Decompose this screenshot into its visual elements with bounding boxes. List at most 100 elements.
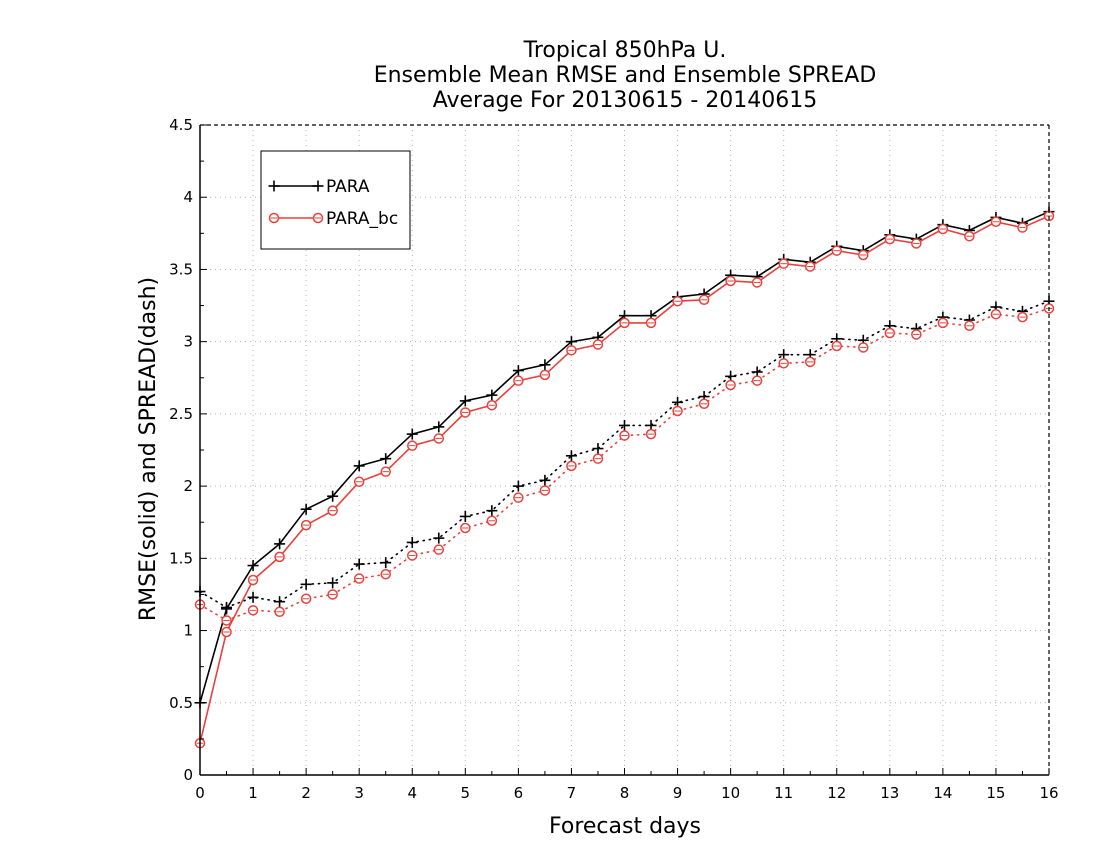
axis-ticks: 0 1 2 3 4 5 6 7 8 9 10 11 12 13 14 15 1600.511.522.533.5… xyxy=(169,116,1058,802)
x-tick-label: 2 xyxy=(301,784,311,802)
series-para-bc-spread-point xyxy=(725,379,736,391)
series-para-spread-point xyxy=(221,601,233,613)
legend-marker-para-bc xyxy=(268,212,280,224)
series-para-bc-rmse-point xyxy=(619,317,630,329)
series-para-bc-spread-point xyxy=(353,573,365,584)
series-para-bc-rmse-point xyxy=(990,216,1002,228)
series-para-spread-point xyxy=(539,474,551,486)
series-para-bc-spread-point xyxy=(407,550,418,561)
legend-marker-para xyxy=(312,180,324,192)
series-para-bc-spread-point xyxy=(433,544,445,555)
series-para-rmse-point xyxy=(406,428,418,440)
y-tick-label: 0 xyxy=(183,766,193,784)
series-para-spread-point xyxy=(353,558,365,570)
series-para-bc-rmse-point xyxy=(645,317,657,329)
series-para-bc-spread-point xyxy=(539,485,551,496)
y-tick-label: 4.5 xyxy=(169,116,193,134)
series-para-rmse-point xyxy=(300,503,312,515)
series-para-bc-spread-point xyxy=(486,515,498,527)
y-tick-label: 2.5 xyxy=(169,405,193,423)
series-para-rmse-point xyxy=(539,359,551,371)
series-para-spread-point xyxy=(406,536,418,548)
series-para-bc-rmse-point xyxy=(672,295,683,307)
x-axis-label: Forecast days xyxy=(549,814,701,839)
series-para-bc-rmse-point xyxy=(300,519,312,531)
series-para-bc-rmse-point xyxy=(380,466,391,477)
series-para-bc-rmse-point xyxy=(725,275,736,287)
series-para-bc-spread-point xyxy=(804,356,816,368)
series-para-bc-spread-point xyxy=(990,308,1002,320)
x-tick-label: 11 xyxy=(774,784,793,802)
series-para-bc-spread-point xyxy=(274,606,285,618)
series-para-bc-rmse-point xyxy=(804,261,816,272)
series-para-bc-spread-point xyxy=(698,398,710,410)
series-para-bc-spread-point xyxy=(831,340,842,352)
series-para-bc-rmse-point xyxy=(884,233,896,245)
series-para-rmse-point xyxy=(327,490,339,502)
series-para-spread-line xyxy=(199,300,1050,609)
x-tick-label: 1 xyxy=(248,784,258,802)
y-tick-label: 1 xyxy=(183,622,193,640)
series-para-bc-rmse-point xyxy=(247,574,259,586)
series-para-bc-rmse-point xyxy=(353,476,365,488)
series-para-bc-spread-point xyxy=(619,430,630,441)
legend-box xyxy=(260,150,411,250)
series-para-bc-spread-point xyxy=(513,492,524,503)
series-para-bc-spread-point xyxy=(247,605,259,616)
chart-title-line-2: Ensemble Mean RMSE and Ensemble SPREAD xyxy=(374,63,877,88)
x-tick-label: 4 xyxy=(407,784,417,802)
series-para-spread-point xyxy=(380,557,392,569)
series-para-bc-spread-point xyxy=(592,453,604,464)
legend-label-para-bc: PARA_bc xyxy=(326,209,398,229)
series-para-rmse-point xyxy=(512,365,524,377)
x-tick-label: 12 xyxy=(827,784,846,802)
x-tick-label: 16 xyxy=(1039,784,1058,802)
series-para-rmse-point xyxy=(353,460,365,472)
series-para-bc-rmse-point xyxy=(964,230,975,242)
x-tick-label: 15 xyxy=(986,784,1005,802)
y-tick-label: 1.5 xyxy=(169,549,193,567)
series-para-bc-rmse-point xyxy=(566,345,577,356)
series-para-bc-spread-point xyxy=(221,615,232,626)
series-para-spread-point xyxy=(619,419,630,431)
y-tick-label: 3.5 xyxy=(169,260,193,278)
series-para-bc-rmse-point xyxy=(831,245,842,256)
chart-title-line-1: Tropical 850hPa U. xyxy=(523,38,727,63)
series-para-spread-point xyxy=(274,596,286,608)
series-para-bc-rmse-point xyxy=(433,433,445,444)
y-tick-label: 0.5 xyxy=(169,694,193,712)
series-para-bc-rmse-point xyxy=(911,238,922,249)
series-para-bc-spread-point xyxy=(937,317,949,329)
series-para-rmse-point xyxy=(459,395,471,407)
series-para-bc-rmse-point xyxy=(407,440,418,451)
legend: PARA PARA_bc xyxy=(260,150,411,250)
legend-marker-para xyxy=(268,180,280,192)
series-para-rmse-point xyxy=(247,560,259,572)
series-para-bc-spread-point xyxy=(566,460,577,472)
series-para-spread-point xyxy=(486,505,498,517)
series-para-bc-spread-point xyxy=(380,568,391,580)
series-para-bc-rmse-point xyxy=(274,551,285,563)
series-para-bc-rmse-point xyxy=(486,399,498,411)
series-para-bc-rmse-point xyxy=(539,369,551,381)
series-para-rmse-point xyxy=(433,421,445,433)
x-tick-label: 7 xyxy=(567,784,577,802)
series-para-spread-point xyxy=(300,578,312,590)
series-para-spread-point xyxy=(512,480,524,492)
x-tick-label: 0 xyxy=(195,784,205,802)
series-para-rmse-point xyxy=(274,538,286,550)
series-para-bc-rmse-point xyxy=(937,223,949,235)
series-para-bc-spread-point xyxy=(672,405,683,417)
y-tick-label: 2 xyxy=(183,477,193,495)
x-tick-label: 3 xyxy=(354,784,364,802)
series-para-rmse-point xyxy=(486,389,498,401)
series-para-bc-spread-point xyxy=(460,522,471,534)
series-para-bc-spread-point xyxy=(300,593,312,605)
series-para-bc-rmse-point xyxy=(592,339,604,350)
legend-label-para: PARA xyxy=(326,177,370,197)
series-para-bc-spread-point xyxy=(1017,311,1028,323)
x-tick-label: 10 xyxy=(721,784,740,802)
series-layer xyxy=(194,206,1055,749)
series-para-bc-spread-point xyxy=(964,320,975,332)
